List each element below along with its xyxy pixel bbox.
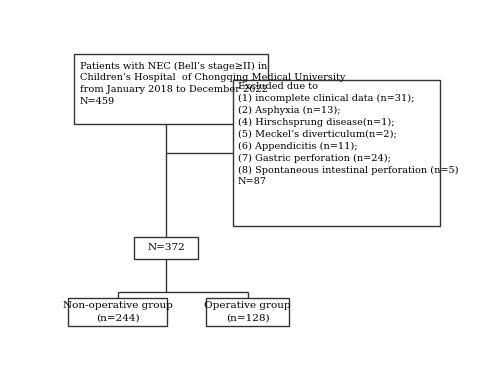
Text: Excluded due to
(1) incomplete clinical data (n=31);
(2) Asphyxia (n=13);
(4) Hi: Excluded due to (1) incomplete clinical … [238,82,458,186]
FancyBboxPatch shape [233,80,440,226]
FancyBboxPatch shape [74,54,268,124]
FancyBboxPatch shape [68,298,167,326]
Text: Patients with NEC (Bell’s stage≥II) in
Children’s Hospital  of Chongqing Medical: Patients with NEC (Bell’s stage≥II) in C… [80,61,345,106]
FancyBboxPatch shape [134,236,198,258]
Text: Non-operative group
(n=244): Non-operative group (n=244) [63,301,172,322]
Text: N=372: N=372 [148,243,185,252]
FancyBboxPatch shape [206,298,289,326]
Text: Operative group
(n=128): Operative group (n=128) [204,301,291,322]
